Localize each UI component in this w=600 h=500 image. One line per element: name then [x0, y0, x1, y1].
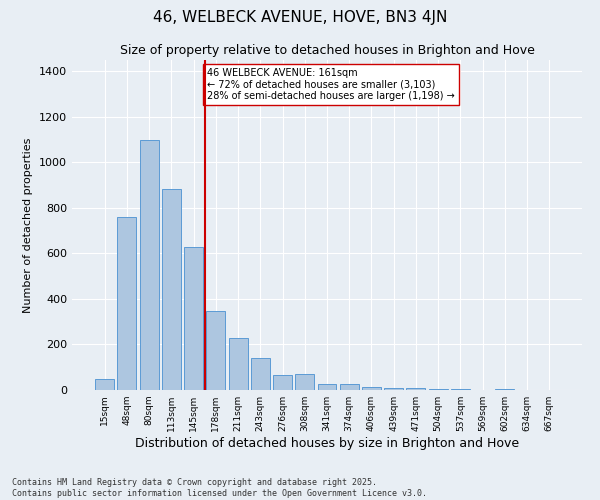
Bar [162, 190, 181, 390]
Bar [95, 379, 114, 390]
Bar [273, 375, 292, 390]
Bar [295, 374, 314, 390]
Bar [406, 388, 425, 390]
Bar [229, 338, 248, 390]
Bar [451, 389, 470, 390]
Bar [317, 384, 337, 390]
Bar [496, 389, 514, 390]
Title: Size of property relative to detached houses in Brighton and Hove: Size of property relative to detached ho… [119, 44, 535, 58]
Y-axis label: Number of detached properties: Number of detached properties [23, 138, 34, 312]
Text: 46 WELBECK AVENUE: 161sqm
← 72% of detached houses are smaller (3,103)
28% of se: 46 WELBECK AVENUE: 161sqm ← 72% of detac… [207, 68, 455, 101]
X-axis label: Distribution of detached houses by size in Brighton and Hove: Distribution of detached houses by size … [135, 437, 519, 450]
Bar [251, 358, 270, 390]
Bar [206, 312, 225, 390]
Bar [184, 247, 203, 390]
Bar [340, 384, 359, 390]
Text: Contains HM Land Registry data © Crown copyright and database right 2025.
Contai: Contains HM Land Registry data © Crown c… [12, 478, 427, 498]
Text: 46, WELBECK AVENUE, HOVE, BN3 4JN: 46, WELBECK AVENUE, HOVE, BN3 4JN [153, 10, 447, 25]
Bar [140, 140, 158, 390]
Bar [384, 388, 403, 390]
Bar [362, 387, 381, 390]
Bar [429, 389, 448, 390]
Bar [118, 218, 136, 390]
